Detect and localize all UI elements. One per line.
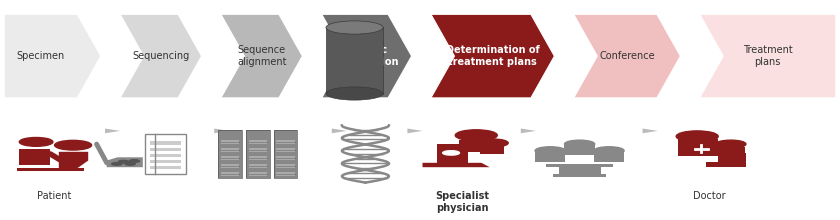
Polygon shape [4,14,101,98]
Text: Conference: Conference [599,51,655,61]
Bar [535,151,565,162]
Polygon shape [214,128,229,133]
Bar [218,130,242,178]
Bar [718,147,745,163]
Bar [150,141,181,145]
Bar [221,164,239,168]
Polygon shape [107,157,143,167]
Polygon shape [322,14,412,98]
Bar [546,164,613,167]
Circle shape [112,163,122,165]
Ellipse shape [326,21,383,34]
Polygon shape [480,146,504,154]
Text: Specimen: Specimen [17,51,65,61]
Bar [564,145,595,155]
Bar [276,172,295,176]
Circle shape [478,139,508,147]
Ellipse shape [326,87,383,100]
Bar [276,140,295,144]
Text: Determination of
treatment plans: Determination of treatment plans [446,45,539,67]
Text: Genetic
information: Genetic information [334,45,399,67]
Polygon shape [521,128,536,133]
Polygon shape [437,144,468,163]
Polygon shape [120,14,202,98]
Bar [326,28,383,94]
Polygon shape [221,14,302,98]
Bar [150,154,181,157]
Bar [221,172,239,176]
Text: Specialist
physician: Specialist physician [435,191,489,213]
Bar [274,130,297,178]
Circle shape [443,151,459,155]
Circle shape [19,138,53,146]
Circle shape [118,160,129,163]
Bar [249,156,267,160]
Bar [218,130,242,178]
Bar [246,130,270,178]
Bar [276,156,295,160]
Polygon shape [332,128,347,133]
Polygon shape [19,148,50,165]
Circle shape [594,147,624,155]
Bar [678,139,718,156]
Bar [221,156,239,160]
Bar [249,172,267,176]
Bar [150,160,181,163]
Text: Sequence
alignment: Sequence alignment [237,45,286,67]
Circle shape [535,147,565,155]
Bar [221,148,239,152]
Text: Treatment
plans: Treatment plans [743,45,793,67]
Circle shape [455,130,497,141]
Bar [276,164,295,168]
Polygon shape [574,14,680,98]
Bar [150,166,181,169]
Bar [706,162,743,167]
Polygon shape [105,128,120,133]
Bar [553,174,606,177]
Polygon shape [431,14,554,98]
Polygon shape [407,128,423,133]
Circle shape [716,140,746,148]
Circle shape [129,160,139,162]
Bar [249,140,267,144]
Bar [276,148,295,152]
Polygon shape [459,140,493,152]
Polygon shape [643,128,658,133]
Circle shape [125,163,135,165]
Circle shape [676,131,718,142]
Bar [246,130,270,178]
Bar [559,167,601,175]
Polygon shape [700,14,836,98]
Bar [249,164,267,168]
Bar [594,151,624,162]
Text: Patient: Patient [38,191,71,201]
Text: Doctor: Doctor [694,191,726,201]
Bar [249,148,267,152]
Polygon shape [59,152,88,169]
Bar [274,130,297,178]
Bar [17,168,84,171]
Circle shape [564,140,595,148]
Circle shape [55,140,92,150]
Bar [739,153,746,167]
Bar [145,134,186,174]
Polygon shape [423,163,490,167]
Text: Sequencing: Sequencing [132,51,190,61]
Bar [150,148,181,151]
Bar [221,140,239,144]
Bar [145,134,186,174]
